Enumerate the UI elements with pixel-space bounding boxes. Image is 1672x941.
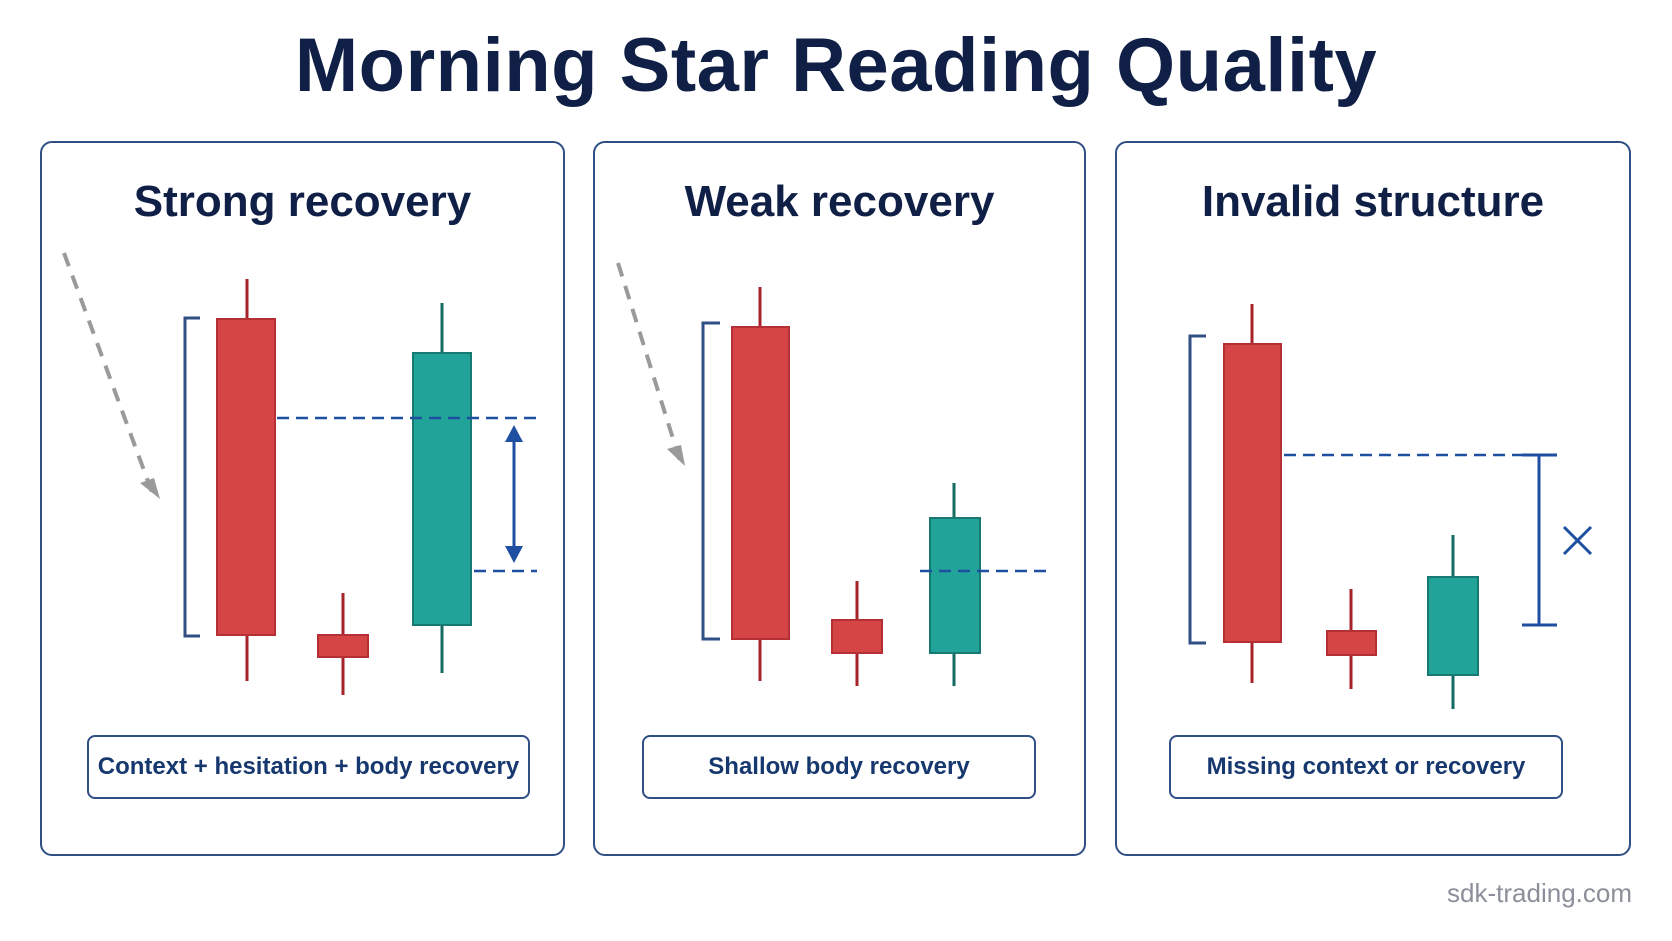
bearish-candle [1223, 304, 1282, 683]
recovery-double-arrow-icon [505, 425, 523, 563]
weak-recovery-diagram [616, 262, 1050, 686]
panel-strong-recovery: Strong recovery [40, 141, 565, 856]
cross-icon [1562, 525, 1593, 556]
range-bracket [1188, 334, 1206, 645]
panel-title: Weak recovery [684, 177, 995, 226]
bearish-candle [216, 279, 276, 681]
star-candle [831, 581, 883, 686]
downtrend-arrow-icon [62, 252, 160, 499]
range-bracket [183, 316, 200, 638]
star-candle [317, 593, 369, 695]
caption-box: Context + hesitation + body recovery [87, 735, 530, 799]
star-candle [1326, 589, 1377, 689]
panel-weak-recovery: Weak recovery Shallow body recovery [593, 141, 1086, 856]
missing-recovery-range [1522, 453, 1557, 627]
strong-recovery-diagram [62, 252, 537, 695]
downtrend-arrow-icon [616, 262, 685, 466]
invalid-structure-diagram [1188, 304, 1593, 709]
page-title: Morning Star Reading Quality [294, 23, 1378, 108]
panel-title: Strong recovery [133, 177, 472, 226]
panel-invalid-structure: Invalid structure Missing context or rec… [1115, 141, 1631, 856]
panel-title: Invalid structure [1201, 177, 1545, 226]
range-bracket [701, 321, 720, 641]
watermark: sdk-trading.com [1447, 878, 1632, 908]
bearish-candle [731, 287, 790, 681]
caption-box: Missing context or recovery [1169, 735, 1563, 799]
bullish-candle [412, 303, 472, 673]
bullish-candle [1427, 535, 1479, 709]
caption-box: Shallow body recovery [642, 735, 1036, 799]
bullish-candle [929, 483, 981, 686]
